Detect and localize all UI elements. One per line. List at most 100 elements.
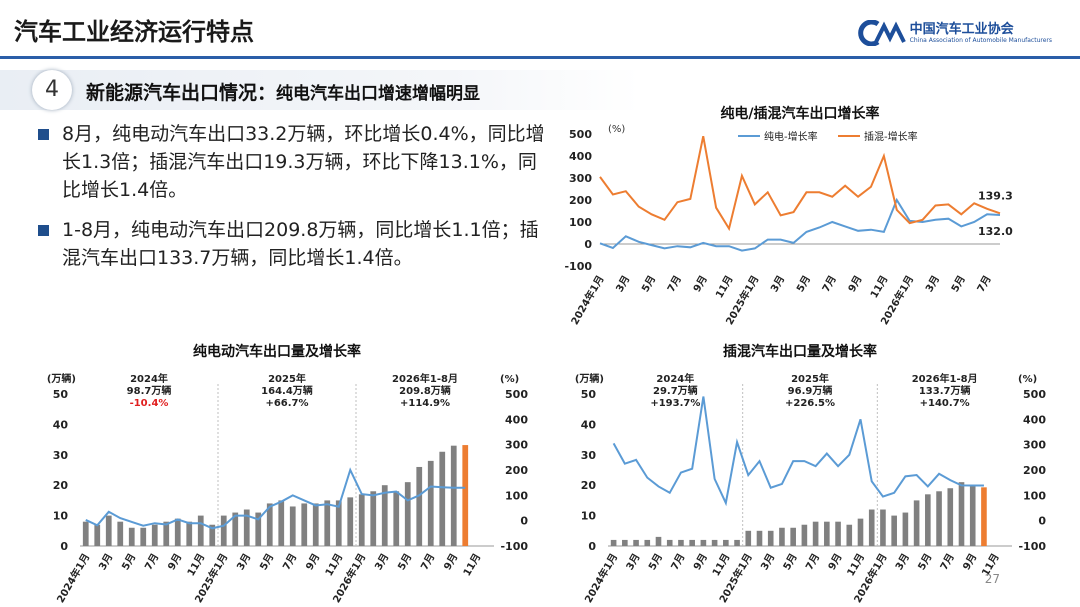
x-tick-label: 5月 xyxy=(794,274,813,295)
left-tick-label: 0 xyxy=(588,540,596,553)
x-tick-label: 11月 xyxy=(868,274,890,301)
bar xyxy=(312,503,319,546)
x-tick-label: 7月 xyxy=(280,552,299,573)
end-label-phev: 139.3 xyxy=(978,189,1013,202)
bar xyxy=(902,512,909,546)
bar xyxy=(324,500,331,546)
period-annotation: 2024年 xyxy=(130,372,168,385)
page-title: 汽车工业经济运行特点 xyxy=(14,18,254,46)
logo-en-text: China Association of Automobile Manufact… xyxy=(909,36,1052,44)
growth-rate-line-chart: 纯电/插混汽车出口增长率 (%) -100 0 100 200 300 400 500 2024年… xyxy=(564,105,1013,327)
right-axis-unit: (%) xyxy=(1018,374,1037,385)
bar xyxy=(835,521,841,546)
x-tick-label: 7月 xyxy=(418,552,437,573)
right-axis-unit: (%) xyxy=(500,374,519,385)
bar xyxy=(846,524,853,546)
x-tick-label: 7月 xyxy=(142,552,161,573)
x-tick-label: 11月 xyxy=(185,552,207,579)
logo-cn-text: 中国汽车工业协会 xyxy=(909,21,1014,37)
y-tick-label: 500 xyxy=(569,128,592,141)
bar xyxy=(969,485,976,546)
bullet-square-icon xyxy=(38,129,49,140)
bar xyxy=(82,521,89,546)
bar xyxy=(700,539,707,546)
bar xyxy=(94,524,101,546)
bar xyxy=(105,515,112,546)
bar xyxy=(655,536,662,546)
bullet-text: 8月，纯电动汽车出口33.2万辆，环比增长0.4%，同比增长1.3倍；插混汽车出… xyxy=(62,123,545,201)
x-tick-label: 2024年1月 xyxy=(54,551,93,605)
bar xyxy=(117,521,124,546)
x-tick-label: 5月 xyxy=(646,552,665,573)
bar-latest xyxy=(981,487,987,546)
bar xyxy=(381,485,388,546)
bar xyxy=(128,527,135,546)
bar xyxy=(936,491,942,546)
bar xyxy=(734,539,740,546)
bar xyxy=(370,491,377,546)
x-tick-label: 3月 xyxy=(923,274,942,295)
bar xyxy=(232,512,239,546)
bar xyxy=(151,524,158,546)
y-tick-label: 0 xyxy=(584,238,592,251)
right-tick-label: -100 xyxy=(1018,540,1046,553)
x-tick-label: 3月 xyxy=(614,274,633,295)
bar xyxy=(255,512,262,546)
x-tick-label: 9月 xyxy=(960,552,979,573)
section-title-main: 新能源汽车出口情况： xyxy=(86,82,277,104)
x-tick-label: 2024年1月 xyxy=(568,273,607,327)
right-tick-label: 0 xyxy=(520,515,528,528)
x-tick-label: 9月 xyxy=(441,552,460,573)
growth-line xyxy=(612,396,984,507)
period-annotation: +140.7% xyxy=(920,398,970,409)
bullet-list: 8月，纯电动汽车出口33.2万辆，环比增长0.4%，同比增长1.3倍；插混汽车出… xyxy=(28,120,548,284)
phev-export-chart: 插混汽车出口量及增长率 (万辆) (%) 0 10 20 30 40 50 -100 0 100 200… xyxy=(575,343,1046,605)
y-tick-label: 200 xyxy=(569,194,592,207)
bar xyxy=(756,530,763,546)
right-tick-label: 100 xyxy=(1023,489,1046,502)
period-annotation: 2026年1-8月 xyxy=(912,372,978,385)
bar xyxy=(678,539,684,546)
bar xyxy=(347,497,354,546)
bar xyxy=(220,515,227,546)
bev-export-chart: 纯电动汽车出口量及增长率 (万辆) (%) 0 10 20 30 40 50 -100 0 100 20… xyxy=(47,343,528,605)
period-annotation: 2025年 xyxy=(268,372,306,385)
x-tick-label: 9月 xyxy=(303,552,322,573)
bar xyxy=(824,521,830,546)
x-tick-label: 5月 xyxy=(949,274,968,295)
series-line-bev xyxy=(599,197,1001,252)
left-tick-label: 0 xyxy=(60,540,68,553)
right-tick-label: 400 xyxy=(505,413,528,426)
period-annotation: 209.8万辆 xyxy=(399,384,451,397)
x-tick-label: 7月 xyxy=(820,274,839,295)
bar xyxy=(958,482,965,546)
bar xyxy=(666,539,673,546)
right-tick-label: 300 xyxy=(1023,439,1046,452)
x-tick-label: 5月 xyxy=(916,552,935,573)
bar xyxy=(633,539,639,546)
bar xyxy=(723,539,729,546)
right-tick-label: 500 xyxy=(1023,388,1046,401)
x-tick-label: 7月 xyxy=(803,552,822,573)
x-tick-label: 3月 xyxy=(234,552,253,573)
section-bar xyxy=(0,70,640,110)
logo: 中国汽车工业协会 China Association of Automobile… xyxy=(856,16,1052,50)
x-tick-label: 3月 xyxy=(624,552,643,573)
x-tick-label: 7月 xyxy=(669,552,688,573)
bar xyxy=(301,503,308,546)
right-tick-label: -100 xyxy=(500,540,528,553)
series-line-phev xyxy=(599,135,1001,232)
bar xyxy=(689,539,695,546)
x-tick-label: 9月 xyxy=(846,274,865,295)
end-label-bev: 132.0 xyxy=(978,225,1013,238)
bar xyxy=(711,539,718,546)
y-tick-label: 100 xyxy=(569,216,592,229)
bar xyxy=(450,445,457,546)
bar xyxy=(243,509,250,546)
bar xyxy=(266,503,273,546)
bar xyxy=(790,527,796,546)
bar xyxy=(891,515,897,546)
bar xyxy=(857,518,864,546)
y-tick-label: 300 xyxy=(569,172,592,185)
bar xyxy=(209,524,216,546)
